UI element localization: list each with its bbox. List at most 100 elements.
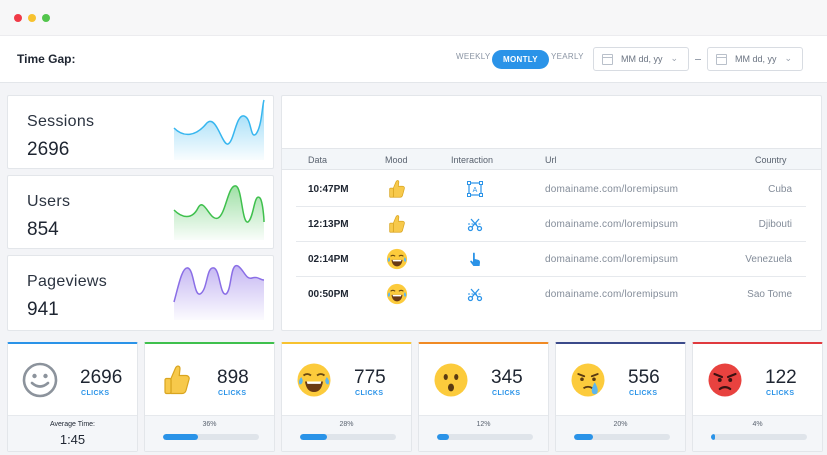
time-gap-label: Time Gap: [17, 52, 76, 66]
percent-bar-fill [300, 434, 327, 440]
monthly-toggle[interactable]: MONTLY [492, 50, 549, 69]
stat-label: Sessions [27, 113, 95, 130]
reaction-card-like[interactable]: 898 CLICKS 36% [144, 342, 275, 452]
chevron-down-icon: ⌄ [784, 53, 792, 63]
card-footer: 12% [419, 415, 548, 451]
reaction-card-neutral[interactable]: 2696 CLICKS Average Time: 1:45 [7, 342, 138, 452]
percent-bar-fill [163, 434, 198, 440]
row-time: 02:14PM [308, 254, 349, 265]
click-count: 345 [491, 367, 523, 388]
click-unit: CLICKS [218, 390, 247, 397]
row-url[interactable]: domainame.com/loremipsum [545, 289, 679, 300]
click-count: 775 [354, 367, 386, 388]
percent-bar [437, 434, 533, 440]
row-country: Sao Tome [747, 289, 792, 300]
crying-icon [571, 363, 605, 397]
table-row[interactable]: 10:47PM A domainame.com/loremipsum Cuba [296, 172, 806, 207]
percent-label: 4% [752, 421, 763, 428]
laughing-icon [297, 363, 331, 397]
reaction-card-laugh[interactable]: 775 CLICKS 28% [281, 342, 412, 452]
percent-label: 36% [202, 421, 217, 428]
card-footer: Average Time: 1:45 [8, 415, 137, 451]
column-header-mood: Mood [385, 155, 408, 165]
window-titlebar [0, 0, 827, 36]
calendar-icon [602, 54, 613, 65]
text-select-icon: A [467, 181, 483, 197]
average-time-value: 1:45 [59, 432, 86, 447]
date-to-picker[interactable]: MM dd, yy ⌄ [707, 47, 803, 71]
close-window-button[interactable] [14, 14, 22, 22]
table-header: Data Mood Interaction Url Country [282, 148, 821, 170]
percent-label: 20% [613, 421, 628, 428]
cut-icon [467, 288, 483, 302]
reaction-card-angry[interactable]: 122 CLICKS 4% [692, 342, 823, 452]
row-country: Djibouti [758, 219, 792, 230]
percent-bar [574, 434, 670, 440]
card-footer: 28% [282, 415, 411, 451]
percent-label: 12% [476, 421, 491, 428]
thumbs-up-icon [389, 180, 405, 198]
angry-icon [708, 363, 742, 397]
stat-value: 941 [27, 299, 59, 320]
reaction-card-sad[interactable]: 556 CLICKS 20% [555, 342, 686, 452]
average-time-label: Average Time: [49, 421, 95, 428]
svg-text:A: A [473, 187, 478, 194]
row-url[interactable]: domainame.com/loremipsum [545, 184, 679, 195]
minimize-window-button[interactable] [28, 14, 36, 22]
smiley-icon [22, 362, 58, 398]
weekly-toggle[interactable]: WEEKLY [456, 52, 491, 61]
users-card: Users 854 [7, 175, 274, 249]
sessions-sparkline [173, 99, 265, 160]
row-time: 00:50PM [308, 289, 349, 300]
card-footer: 36% [145, 415, 274, 451]
click-unit: CLICKS [629, 390, 658, 397]
click-count: 122 [765, 367, 797, 388]
row-country: Venezuela [745, 254, 792, 265]
percent-bar [711, 434, 807, 440]
click-count: 898 [217, 367, 249, 388]
percent-bar [300, 434, 396, 440]
stat-label: Users [27, 193, 71, 210]
filter-bar: Time Gap: WEEKLY MONTLY YEARLY MM dd, yy… [0, 36, 827, 83]
card-footer: 4% [693, 415, 822, 451]
click-unit: CLICKS [492, 390, 521, 397]
laughing-icon [386, 283, 408, 305]
percent-bar-fill [437, 434, 449, 440]
click-unit: CLICKS [81, 390, 110, 397]
date-to-placeholder: MM dd, yy [735, 54, 777, 64]
thumbs-up-icon [164, 365, 190, 395]
stat-value: 854 [27, 219, 59, 240]
row-url[interactable]: domainame.com/loremipsum [545, 219, 679, 230]
yearly-toggle[interactable]: YEARLY [551, 52, 584, 61]
table-row[interactable]: 02:14PM domainame.com/loremipsum Venezue… [296, 242, 806, 277]
pageviews-sparkline [173, 265, 265, 320]
table-row[interactable]: 12:13PM domainame.com/loremipsum Djibout… [296, 207, 806, 242]
tap-icon [470, 252, 480, 266]
surprised-icon [434, 363, 468, 397]
chevron-down-icon: ⌄ [670, 53, 678, 63]
row-time: 12:13PM [308, 219, 349, 230]
pageviews-card: Pageviews 941 [7, 255, 274, 331]
reaction-card-surprised[interactable]: 345 CLICKS 12% [418, 342, 549, 452]
calendar-icon [716, 54, 727, 65]
column-header-url: Url [545, 155, 557, 165]
date-from-picker[interactable]: MM dd, yy ⌄ [593, 47, 689, 71]
click-unit: CLICKS [766, 390, 795, 397]
maximize-window-button[interactable] [42, 14, 50, 22]
row-url[interactable]: domainame.com/loremipsum [545, 254, 679, 265]
column-header-interaction: Interaction [451, 155, 494, 165]
date-range-separator [695, 59, 701, 60]
percent-bar [163, 434, 259, 440]
row-country: Cuba [768, 184, 792, 195]
click-count: 2696 [80, 367, 123, 388]
laughing-icon [386, 248, 408, 270]
card-footer: 20% [556, 415, 685, 451]
percent-bar-fill [574, 434, 594, 440]
cut-icon [467, 218, 483, 232]
stat-value: 2696 [27, 139, 70, 160]
stat-label: Pageviews [27, 273, 108, 290]
click-unit: CLICKS [355, 390, 384, 397]
percent-label: 28% [339, 421, 354, 428]
users-sparkline [173, 185, 265, 240]
table-row[interactable]: 00:50PM domainame.com/loremipsum Sao Tom… [296, 277, 806, 312]
